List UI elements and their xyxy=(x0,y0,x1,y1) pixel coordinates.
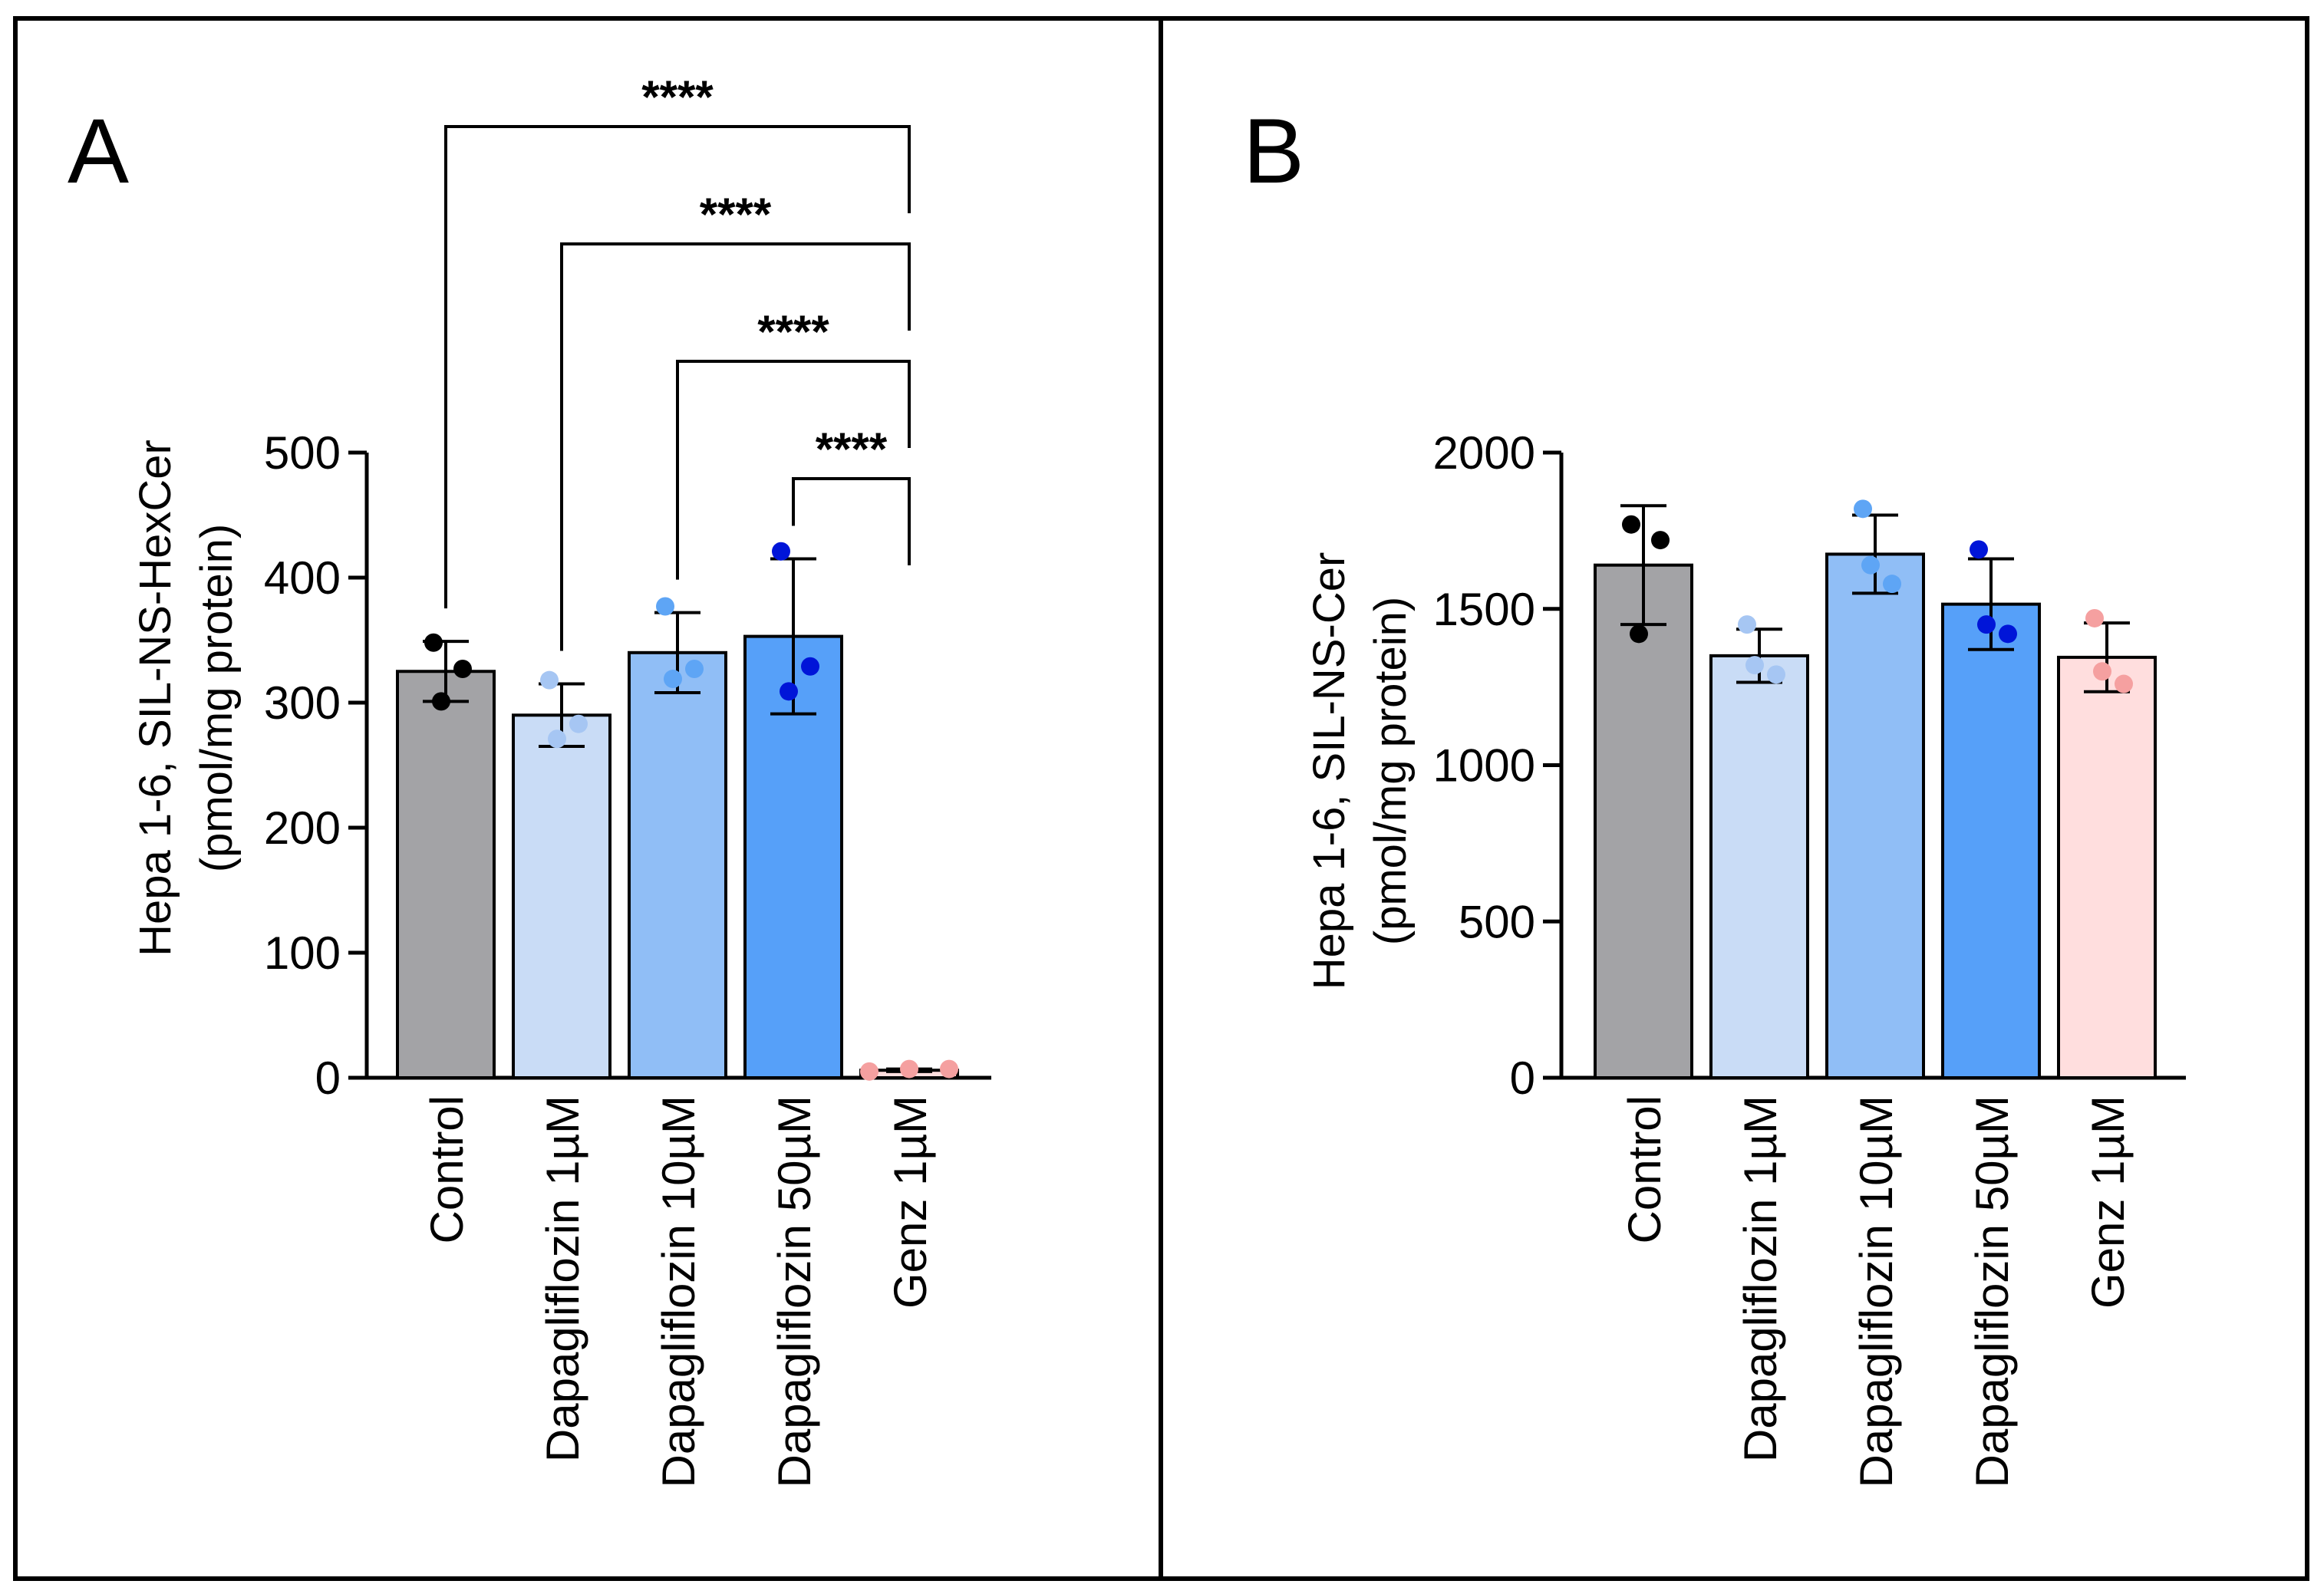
panel-a-data-point xyxy=(940,1059,958,1079)
panel-a-data-point xyxy=(900,1059,918,1079)
panel-a-y-tick-label: 100 xyxy=(264,927,341,979)
panel-b-ylabel-line1: Hepa 1-6, SIL-NS-Cer xyxy=(1304,552,1354,990)
panel-a-significance-label: **** xyxy=(816,423,888,475)
panel-b-y-tick-label: 2000 xyxy=(1433,427,1535,479)
panel-b: B 0 500 1000 1500 2000 Control Dapagliflozin 1… xyxy=(1243,100,2186,1488)
panel-b-data-point xyxy=(1977,615,1996,634)
panel-b-data-point xyxy=(1738,615,1756,634)
panel-a-data-point xyxy=(780,682,798,701)
panel-b-bar xyxy=(2057,655,2157,1079)
panel-b-data-point xyxy=(1622,515,1640,534)
panel-a-bar xyxy=(512,713,611,1079)
panel-b-axes: 0 500 1000 1500 2000 Control Dapagliflozin 1µM… xyxy=(1433,427,2186,1488)
panel-a-y-tick-label: 200 xyxy=(264,802,341,854)
panel-b-category-label: Dapagliflozin 1µM xyxy=(1735,1095,1786,1462)
panel-a-data-point xyxy=(569,714,588,733)
panel-b-data-point xyxy=(1861,555,1880,575)
panel-a-data-point xyxy=(548,729,566,749)
panel-a-data-point xyxy=(656,597,674,616)
panel-a-significance-bracket xyxy=(676,360,911,580)
panel-a-y-tick-label: 300 xyxy=(264,677,341,729)
panel-b-data-point xyxy=(1970,540,1988,559)
panel-b-bar xyxy=(1594,563,1693,1079)
panel-b-data-point xyxy=(1854,499,1872,519)
panel-a-category-label: Dapagliflozin 50µM xyxy=(769,1095,820,1488)
panel-a-axes: 0 100 200 300 400 500 Control Dapagliflozin 1µM… xyxy=(264,71,991,1488)
panel-a-data-point xyxy=(801,657,819,676)
panel-b-y-tick-label: 0 xyxy=(1510,1052,1535,1104)
panel-a-y-tick-label: 500 xyxy=(264,427,341,479)
panel-a-significance-label: **** xyxy=(757,306,829,357)
panel-a-y-tick-label: 400 xyxy=(264,552,341,604)
panel-b-data-point xyxy=(1883,575,1901,594)
panel-b-ylabel-line2: (pmol/mg protein) xyxy=(1366,597,1416,945)
panel-b-data-point xyxy=(2115,674,2133,693)
panel-b-category-label: Control xyxy=(1619,1095,1670,1243)
panel-a-data-point xyxy=(453,659,472,678)
panel-b-y-tick-label: 500 xyxy=(1459,896,1535,947)
panel-a-data-point xyxy=(432,692,450,711)
panel-a-significance-label: **** xyxy=(700,189,772,240)
panel-a-y-tick-label: 0 xyxy=(315,1052,341,1104)
panel-b-data-point xyxy=(1630,624,1648,644)
panel-b-data-point xyxy=(2085,608,2104,627)
panel-b-bar xyxy=(1941,602,2041,1079)
panel-a-significance-label: **** xyxy=(641,71,714,123)
panel-a-data-point xyxy=(860,1062,879,1081)
panel-a-data-point xyxy=(540,670,559,690)
panel-b-letter: B xyxy=(1243,100,1304,203)
panel-a-significance-bracket xyxy=(444,125,911,609)
panel-b-data-point xyxy=(1767,665,1785,684)
panel-b-data-point xyxy=(1745,656,1764,675)
panel-a-significance-bracket xyxy=(560,242,911,651)
panel-b-bar xyxy=(1709,654,1809,1079)
panel-a: A 0 100 200 300 400 500 Control Dapagliflozin 1… xyxy=(68,71,991,1488)
panel-a-bar xyxy=(396,670,496,1079)
panel-a-data-point xyxy=(685,659,704,678)
panel-b-y-tick-label: 1000 xyxy=(1433,740,1535,792)
panel-a-category-label: Control xyxy=(421,1095,473,1243)
panel-a-data-point xyxy=(424,633,443,652)
panel-a-letter: A xyxy=(68,100,129,203)
panel-a-ylabel-line1: Hepa 1-6, SIL-NS-HexCer xyxy=(130,440,180,957)
panel-a-category-label: Dapagliflozin 1µM xyxy=(537,1095,588,1462)
panel-b-y-tick-label: 1500 xyxy=(1433,584,1535,635)
panel-b-category-label: Genz 1µM xyxy=(2082,1095,2134,1309)
panel-b-bar xyxy=(1825,552,1925,1079)
panel-b-frame xyxy=(1159,16,2309,1581)
panel-a-ylabel-line2: (pmol/mg protein) xyxy=(192,524,242,872)
panel-b-data-point xyxy=(1999,624,2017,644)
panel-b-category-label: Dapagliflozin 50µM xyxy=(1966,1095,2018,1488)
panel-a-significance-bracket xyxy=(792,477,911,565)
panel-b-category-label: Dapagliflozin 10µM xyxy=(1851,1095,1902,1488)
panel-b-data-point xyxy=(1651,531,1670,550)
panel-b-data-point xyxy=(2093,662,2111,681)
panel-a-data-point xyxy=(772,542,790,561)
panel-a-category-label: Genz 1µM xyxy=(885,1095,936,1309)
panel-a-bar xyxy=(628,650,727,1079)
panel-a-category-label: Dapagliflozin 10µM xyxy=(653,1095,704,1488)
panel-a-data-point xyxy=(664,670,682,689)
